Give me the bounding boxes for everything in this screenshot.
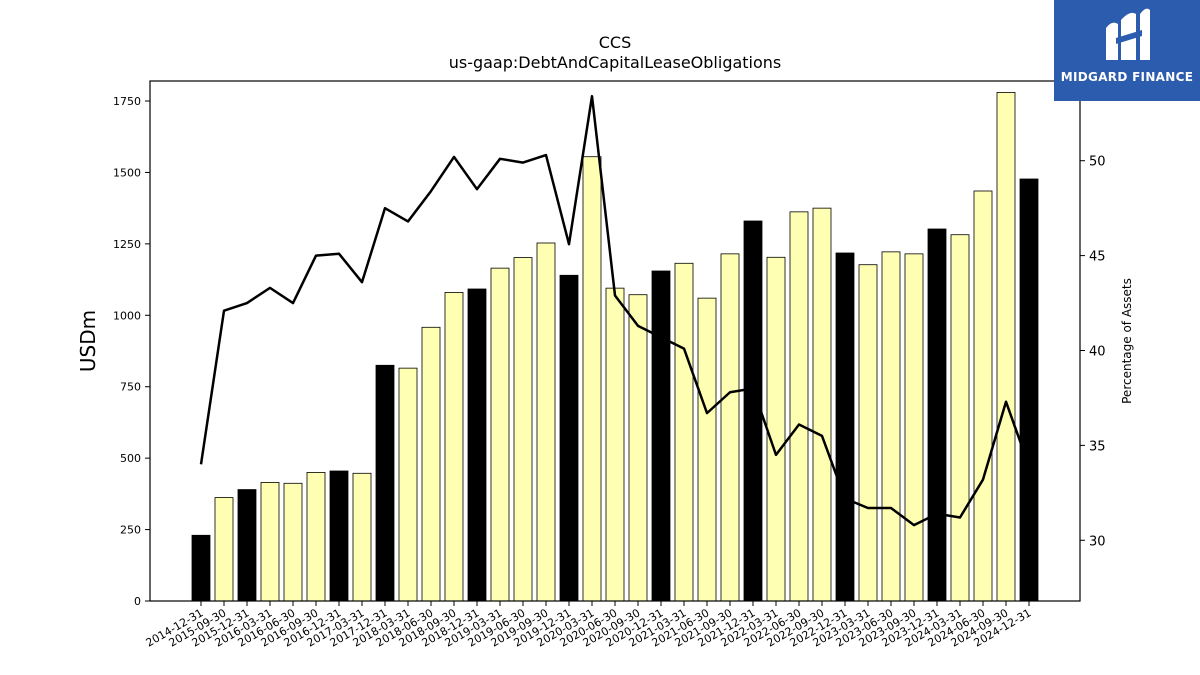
bar	[881, 251, 901, 602]
bar	[835, 252, 855, 602]
axes-layer: 0250500750100012501500175030354045502014…	[113, 80, 1106, 650]
bar	[329, 470, 349, 602]
bar	[352, 472, 372, 602]
logo-text: MIDGARD FINANCE	[1060, 70, 1194, 84]
bar	[306, 472, 326, 602]
bar	[191, 534, 211, 602]
y-tick-label: 250	[120, 524, 141, 537]
y2-tick-label: 35	[1089, 439, 1106, 454]
bar	[904, 253, 924, 602]
y2-tick-label: 30	[1089, 534, 1106, 549]
bar	[766, 256, 786, 602]
y-tick-label: 1250	[113, 238, 141, 251]
y2-tick-label: 40	[1089, 344, 1106, 359]
bar	[444, 292, 464, 602]
chart-subtitle: us-gaap:DebtAndCapitalLeaseObligations	[448, 53, 782, 72]
bar	[260, 482, 280, 602]
bar	[743, 220, 763, 602]
y-tick-label: 1000	[113, 309, 141, 322]
logo-mark-icon	[1106, 8, 1150, 61]
bar	[674, 262, 694, 602]
y2-tick-label: 50	[1089, 155, 1106, 170]
midgard-finance-logo: MIDGARD FINANCE	[1054, 0, 1200, 101]
bar	[375, 364, 395, 602]
bar	[1019, 178, 1039, 602]
bar	[513, 257, 533, 602]
bar	[950, 234, 970, 602]
y2-tick-label: 45	[1089, 250, 1106, 265]
bar	[858, 264, 878, 602]
y-tick-label: 0	[134, 595, 141, 608]
bar	[283, 482, 303, 602]
bar	[490, 267, 510, 602]
bar	[582, 156, 602, 602]
bar	[421, 326, 441, 602]
chart-title: CCS	[598, 33, 632, 52]
bar	[973, 190, 993, 602]
bar	[536, 242, 556, 602]
bar	[720, 253, 740, 602]
bar	[214, 497, 234, 602]
y-axis-label: USDm	[76, 310, 100, 372]
bar	[628, 294, 648, 602]
bar	[996, 92, 1016, 602]
line-layer	[199, 94, 1031, 527]
y-tick-label: 1750	[113, 95, 141, 108]
bar	[651, 270, 671, 602]
y-tick-label: 500	[120, 452, 141, 465]
bar	[605, 287, 625, 602]
bar	[927, 228, 947, 602]
percentage-line	[199, 94, 1031, 527]
bar	[697, 297, 717, 602]
bars-layer	[191, 92, 1039, 602]
bar	[398, 367, 418, 602]
y-tick-label: 750	[120, 381, 141, 394]
bar	[467, 288, 487, 602]
y2-axis-label: Percentage of Assets	[1120, 278, 1134, 404]
bar	[812, 207, 832, 602]
bar	[789, 211, 809, 602]
y-tick-label: 1500	[113, 166, 141, 179]
bar	[559, 274, 579, 602]
bar	[237, 489, 257, 602]
